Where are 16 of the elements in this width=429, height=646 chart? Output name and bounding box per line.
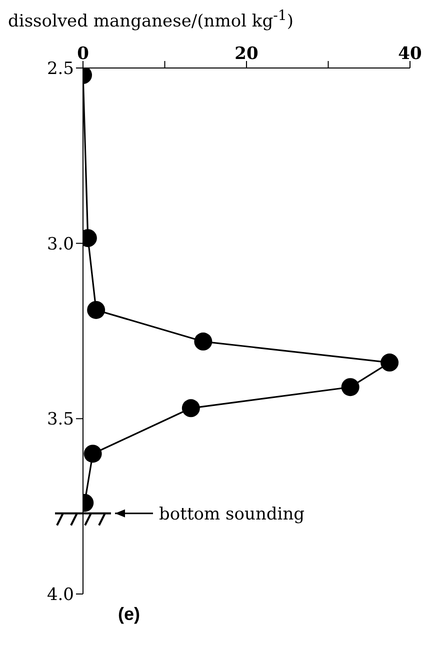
- y-tick-label: 3.5: [46, 410, 74, 430]
- point: [182, 399, 200, 418]
- point: [194, 332, 212, 351]
- x-axis-title: dissolved manganese/(nmol kg$^{-1}$): [8, 8, 295, 34]
- y-tick-label: 4.0: [46, 585, 74, 606]
- point: [87, 300, 106, 319]
- x-tick-label: 20: [234, 44, 258, 64]
- x-tick-label: 0: [77, 44, 90, 64]
- y-tick-label: 2.5: [46, 59, 74, 80]
- text: (e): [118, 604, 141, 625]
- point: [341, 378, 360, 396]
- point: [84, 444, 102, 463]
- ref-line-label: bottom sounding: [159, 504, 305, 524]
- point: [380, 354, 399, 372]
- y-tick-label: 3.0: [46, 234, 74, 254]
- x-tick-label: 40: [398, 44, 422, 64]
